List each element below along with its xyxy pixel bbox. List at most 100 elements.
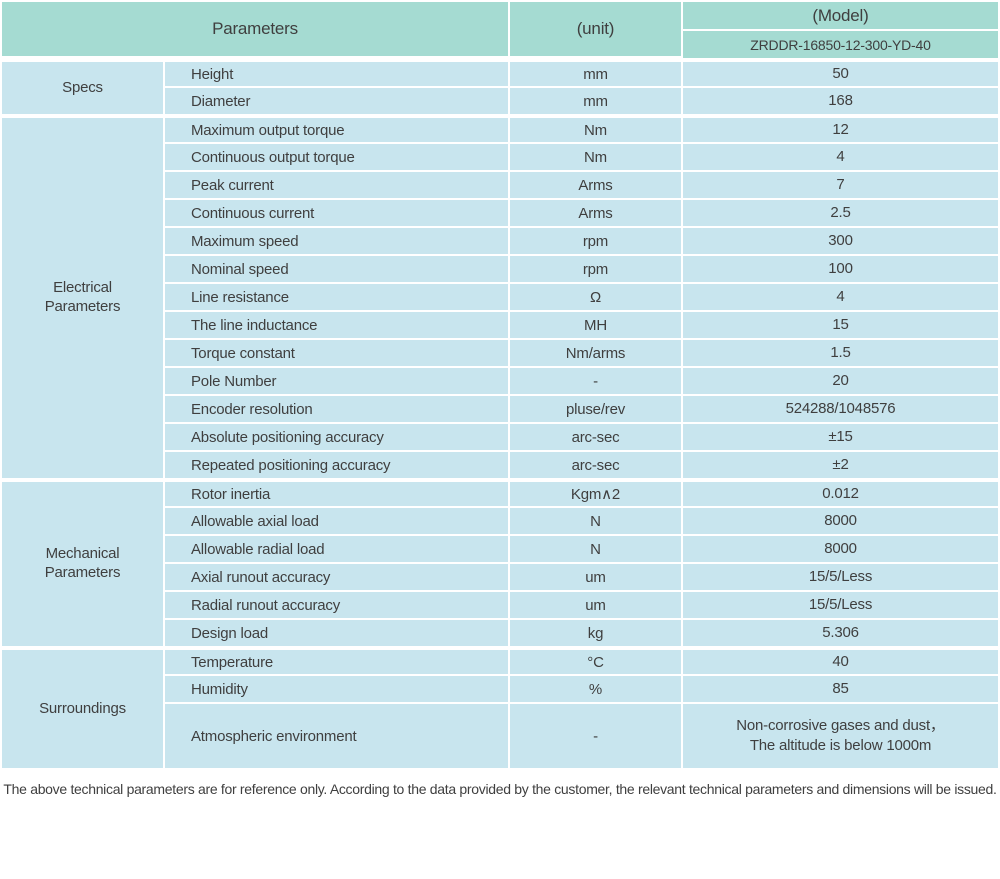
value-cell: 12 — [683, 116, 998, 144]
unit-cell: % — [510, 676, 683, 704]
table-row: Torque constant Nm/arms 1.5 — [2, 340, 998, 368]
unit-cell: arc-sec — [510, 452, 683, 480]
value-cell: 8000 — [683, 508, 998, 536]
param-cell: The line inductance — [165, 312, 510, 340]
unit-cell: um — [510, 592, 683, 620]
value-cell: ±2 — [683, 452, 998, 480]
value-cell: 15 — [683, 312, 998, 340]
unit-cell: Kgm∧2 — [510, 480, 683, 508]
table-row: Specs Height mm 50 — [2, 60, 998, 116]
unit-cell: MH — [510, 312, 683, 340]
param-cell: Torque constant — [165, 340, 510, 368]
table-row: Surroundings Temperature °C 40 — [2, 648, 998, 770]
param-cell: Humidity — [165, 676, 510, 704]
table-row: Maximum speed rpm 300 — [2, 228, 998, 256]
value-cell: 2.5 — [683, 200, 998, 228]
unit-cell: mm — [510, 88, 683, 116]
value-cell: 300 — [683, 228, 998, 256]
param-cell: Atmospheric environment — [165, 704, 510, 770]
unit-cell: - — [510, 368, 683, 396]
model-number: ZRDDR-16850-12-300-YD-40 — [683, 31, 998, 60]
param-cell: Design load — [165, 620, 510, 648]
value-cell: 85 — [683, 676, 998, 704]
table-row: Axial runout accuracy um 15/5/Less — [2, 564, 998, 592]
footer-note: The above technical parameters are for r… — [3, 781, 997, 797]
value-cell: 1.5 — [683, 340, 998, 368]
value-cell: 7 — [683, 172, 998, 200]
parameters-header: Parameters — [2, 2, 510, 60]
header-row-top: Parameters (unit) (Model) — [2, 2, 998, 60]
value-cell: 5.306 — [683, 620, 998, 648]
unit-cell: Nm/arms — [510, 340, 683, 368]
param-cell: Maximum output torque — [165, 116, 510, 144]
param-cell: Peak current — [165, 172, 510, 200]
table-row: Continuous output torque Nm 4 — [2, 144, 998, 172]
table-row: Continuous current Arms 2.5 — [2, 200, 998, 228]
param-cell: Temperature — [165, 648, 510, 676]
value-cell: 20 — [683, 368, 998, 396]
param-cell: Pole Number — [165, 368, 510, 396]
group-cell: Mechanical Parameters — [2, 480, 165, 648]
value-cell: 50 — [683, 60, 998, 88]
unit-cell: rpm — [510, 256, 683, 284]
unit-header: (unit) — [510, 2, 683, 60]
unit-cell: Ω — [510, 284, 683, 312]
unit-cell: °C — [510, 648, 683, 676]
table-row: Electrical Parameters Maximum output torq… — [2, 116, 998, 480]
table-row: Nominal speed rpm 100 — [2, 256, 998, 284]
unit-cell: pluse/rev — [510, 396, 683, 424]
param-cell: Radial runout accuracy — [165, 592, 510, 620]
table-row: Repeated positioning accuracy arc-sec ±2 — [2, 452, 998, 480]
table-header: Parameters (unit) (Model) ZRDDR-16850-12… — [2, 2, 998, 60]
header-row-model: ZRDDR-16850-12-300-YD-40 — [2, 31, 998, 60]
param-cell: Diameter — [165, 88, 510, 116]
param-cell: Axial runout accuracy — [165, 564, 510, 592]
table-row: Mechanical Parameters Rotor inertia Kgm∧2 0… — [2, 480, 998, 648]
param-cell: Allowable axial load — [165, 508, 510, 536]
table-row: Line resistance Ω 4 — [2, 284, 998, 312]
table-row: The line inductance MH 15 — [2, 312, 998, 340]
value-cell: 15/5/Less — [683, 564, 998, 592]
table-row: Allowable radial load N 8000 — [2, 536, 998, 564]
unit-cell: Arms — [510, 172, 683, 200]
unit-cell: mm — [510, 60, 683, 88]
table-body: Specs Height mm 50 Diameter mm 168 Electrical P… — [2, 60, 998, 770]
param-cell: Encoder resolution — [165, 396, 510, 424]
table-row: Allowable axial load N 8000 — [2, 508, 998, 536]
unit-cell: arc-sec — [510, 424, 683, 452]
table-row: Pole Number -20 — [2, 368, 998, 396]
param-cell: Line resistance — [165, 284, 510, 312]
table-row: Atmospheric environment - Non-corrosive ga… — [2, 704, 998, 770]
value-cell: 100 — [683, 256, 998, 284]
unit-cell: N — [510, 536, 683, 564]
table-row: Diameter mm 168 — [2, 88, 998, 116]
unit-cell: Arms — [510, 200, 683, 228]
value-cell: 40 — [683, 648, 998, 676]
value-cell: 168 — [683, 88, 998, 116]
param-cell: Rotor inertia — [165, 480, 510, 508]
table-row: Humidity% 85 — [2, 676, 998, 704]
value-cell: 524288/1048576 — [683, 396, 998, 424]
spec-table: Parameters (unit) (Model) ZRDDR-16850-12… — [2, 2, 998, 770]
param-cell: Maximum speed — [165, 228, 510, 256]
table-row: Absolute positioning accuracy arc-sec ±15 — [2, 424, 998, 452]
unit-cell: - — [510, 704, 683, 770]
unit-cell: Nm — [510, 116, 683, 144]
group-cell: Specs — [2, 60, 165, 116]
table-row: Peak current Arms 7 — [2, 172, 998, 200]
value-cell: 8000 — [683, 536, 998, 564]
value-cell: ±15 — [683, 424, 998, 452]
group-cell: Surroundings — [2, 648, 165, 770]
unit-cell: um — [510, 564, 683, 592]
param-cell: Continuous output torque — [165, 144, 510, 172]
value-cell: 0.012 — [683, 480, 998, 508]
value-cell: 4 — [683, 144, 998, 172]
table-row: Radial runout accuracy um 15/5/Less — [2, 592, 998, 620]
table-row: Design load kg 5.306 — [2, 620, 998, 648]
param-cell: Allowable radial load — [165, 536, 510, 564]
model-header: (Model) — [683, 2, 998, 31]
value-cell: 15/5/Less — [683, 592, 998, 620]
param-cell: Height — [165, 60, 510, 88]
table-row: Encoder resolution pluse/rev 524288/104857… — [2, 396, 998, 424]
